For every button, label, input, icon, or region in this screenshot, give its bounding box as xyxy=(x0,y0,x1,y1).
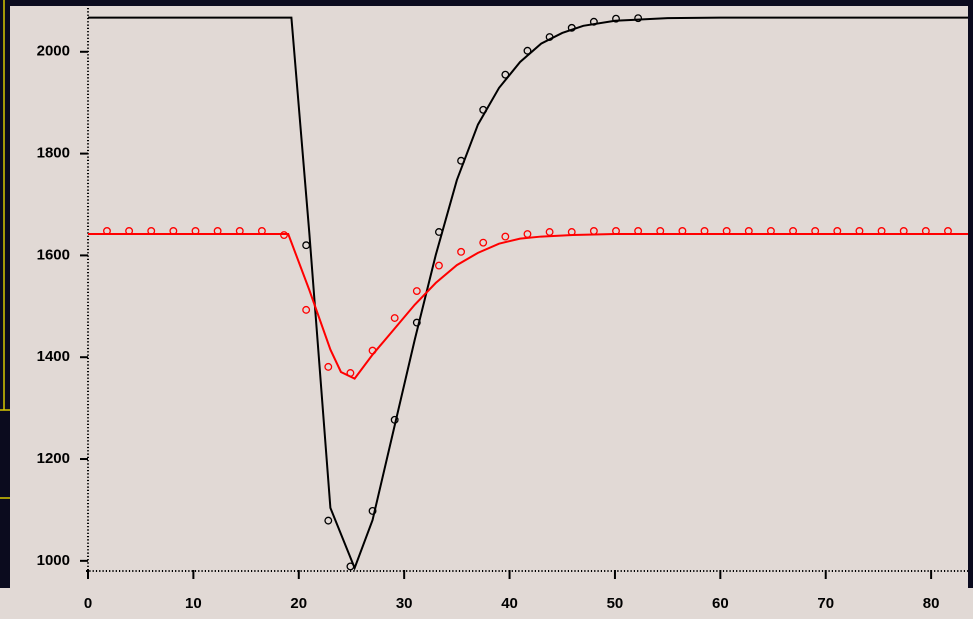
data-point xyxy=(567,228,576,236)
data-point xyxy=(567,23,576,32)
x-tick-label: 40 xyxy=(501,595,518,612)
data-point xyxy=(612,227,620,235)
x-tick-label: 30 xyxy=(396,595,413,612)
x-tick-label: 20 xyxy=(290,595,307,612)
data-point xyxy=(457,247,466,256)
data-point xyxy=(811,227,820,235)
data-point xyxy=(545,33,554,41)
data-point xyxy=(346,562,355,571)
data-point xyxy=(523,46,532,55)
data-point xyxy=(434,261,443,270)
data-point xyxy=(368,346,377,355)
data-point xyxy=(457,156,466,165)
data-point xyxy=(412,318,421,327)
data-point xyxy=(213,227,222,235)
data-point xyxy=(899,227,908,235)
data-point xyxy=(103,227,111,235)
x-tick-label: 10 xyxy=(185,595,202,612)
data-point xyxy=(390,314,399,322)
data-point xyxy=(656,227,665,235)
data-point xyxy=(744,227,753,235)
data-point xyxy=(346,369,355,377)
data-point xyxy=(501,70,510,79)
x-tick-label: 0 xyxy=(84,595,92,612)
data-point xyxy=(501,232,510,241)
x-tick-label: 80 xyxy=(923,595,940,612)
data-point xyxy=(324,516,333,525)
data-point xyxy=(479,238,488,247)
axis-panel xyxy=(0,588,973,619)
x-tick-label: 70 xyxy=(817,595,834,612)
fit-line xyxy=(88,16,968,571)
data-point xyxy=(302,305,311,314)
data-point xyxy=(833,227,842,235)
data-point xyxy=(280,231,288,239)
y-tick-label: 2000 xyxy=(37,43,70,60)
data-point xyxy=(766,227,775,235)
y-tick-label: 1800 xyxy=(37,145,70,162)
data-point xyxy=(612,14,620,23)
data-point xyxy=(412,287,421,295)
data-point xyxy=(479,105,488,114)
data-point xyxy=(700,227,709,235)
data-point xyxy=(589,227,598,235)
data-point xyxy=(944,227,952,235)
data-point xyxy=(921,227,930,235)
data-point xyxy=(324,362,333,371)
data-point xyxy=(434,228,443,236)
data-point xyxy=(235,227,244,235)
data-point xyxy=(257,227,266,235)
data-point xyxy=(545,228,554,236)
data-point xyxy=(589,17,598,26)
data-point xyxy=(678,227,687,235)
x-tick-label: 50 xyxy=(607,595,624,612)
data-point xyxy=(634,14,643,23)
y-tick-label: 1400 xyxy=(37,348,70,365)
data-point xyxy=(634,227,643,235)
data-point xyxy=(125,227,134,235)
data-point xyxy=(390,415,399,424)
data-point xyxy=(722,227,731,235)
fit-line xyxy=(88,233,968,380)
data-point xyxy=(191,227,200,235)
data-point xyxy=(169,227,178,235)
y-tick-label: 1200 xyxy=(37,450,70,467)
y-tick-label: 1600 xyxy=(37,246,70,263)
data-point xyxy=(368,506,377,515)
data-point xyxy=(789,227,798,235)
data-point xyxy=(877,227,886,235)
data-point xyxy=(523,230,532,238)
y-tick-label: 1000 xyxy=(37,552,70,569)
plot-panel xyxy=(10,6,968,619)
data-point xyxy=(855,227,864,235)
x-tick-label: 60 xyxy=(712,595,729,612)
data-point xyxy=(302,241,311,250)
data-point xyxy=(147,227,156,235)
